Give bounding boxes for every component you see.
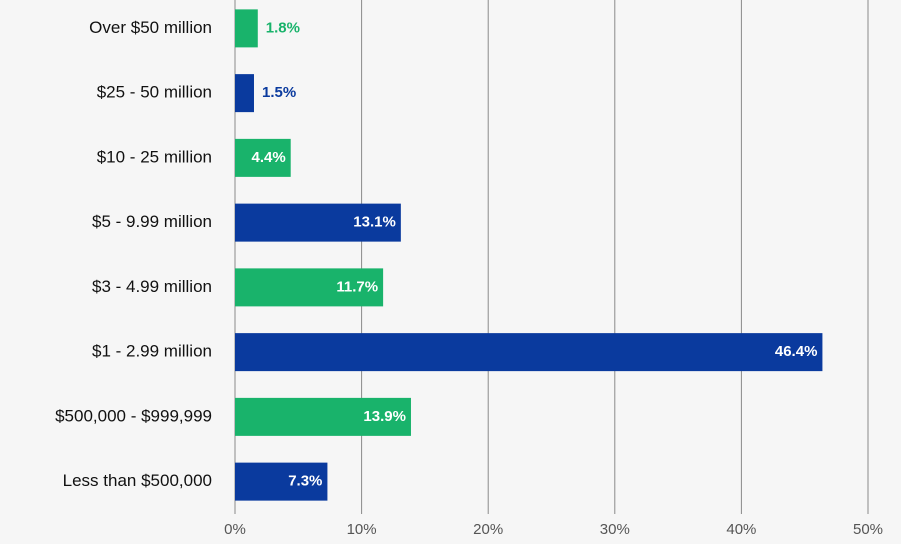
- data-label: 4.4%: [252, 149, 286, 166]
- x-tick-label: 30%: [600, 521, 630, 538]
- y-tick-label: $3 - 4.99 million: [92, 277, 212, 296]
- y-tick-label: Less than $500,000: [63, 471, 212, 490]
- bar: [235, 462, 328, 501]
- x-tick-label: 10%: [347, 521, 377, 538]
- bar: [235, 203, 401, 242]
- x-tick-label: 40%: [726, 521, 756, 538]
- bar: [235, 397, 411, 436]
- bar: [235, 9, 258, 48]
- y-tick-label: $1 - 2.99 million: [92, 342, 212, 361]
- bar: [235, 268, 384, 307]
- bar: [235, 333, 823, 372]
- data-label: 46.4%: [775, 343, 818, 360]
- data-label: 1.8%: [266, 19, 300, 36]
- bar: [235, 138, 291, 177]
- x-tick-label: 20%: [473, 521, 503, 538]
- y-tick-label: $25 - 50 million: [97, 83, 212, 102]
- y-tick-label: $10 - 25 million: [97, 147, 212, 166]
- x-tick-label: 0%: [224, 521, 246, 538]
- y-tick-label: $500,000 - $999,999: [55, 406, 212, 425]
- bar: [235, 74, 254, 113]
- data-label: 7.3%: [288, 473, 322, 490]
- data-label: 13.1%: [353, 214, 396, 231]
- x-tick-label: 50%: [853, 521, 883, 538]
- y-tick-label: $5 - 9.99 million: [92, 212, 212, 231]
- data-label: 13.9%: [363, 408, 406, 425]
- data-label: 11.7%: [336, 278, 378, 295]
- data-label: 1.5%: [262, 84, 296, 101]
- y-tick-label: Over $50 million: [89, 18, 212, 37]
